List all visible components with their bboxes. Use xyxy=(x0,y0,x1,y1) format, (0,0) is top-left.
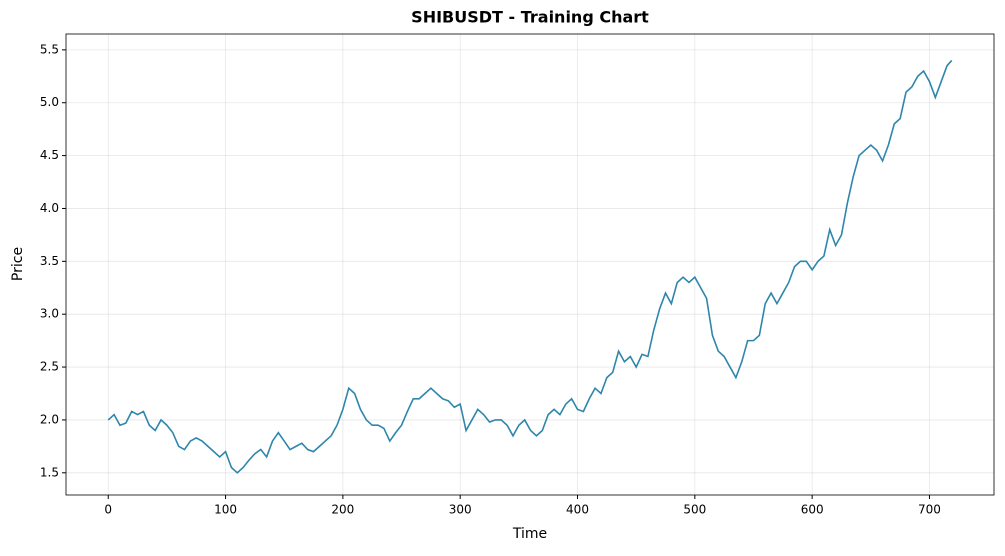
y-axis-label: Price xyxy=(10,247,26,281)
y-tick-label: 5.5 xyxy=(40,42,59,56)
y-tick-label: 3.0 xyxy=(40,307,59,321)
y-tick-label: 5.0 xyxy=(40,95,59,109)
x-axis-label: Time xyxy=(512,526,547,542)
y-tick-label: 2.5 xyxy=(40,360,59,374)
x-tick-label: 600 xyxy=(801,503,824,517)
x-tick-label: 700 xyxy=(918,503,941,517)
x-tick-label: 300 xyxy=(449,503,472,517)
y-tick-label: 3.5 xyxy=(40,254,59,268)
y-tick-label: 4.5 xyxy=(40,148,59,162)
x-tick-label: 100 xyxy=(214,503,237,517)
x-tick-label: 400 xyxy=(566,503,589,517)
x-tick-label: 200 xyxy=(331,503,354,517)
x-tick-label: 0 xyxy=(104,503,112,517)
x-tick-label: 500 xyxy=(683,503,706,517)
y-tick-label: 2.0 xyxy=(40,412,59,426)
price-line xyxy=(107,59,953,474)
y-tick-label: 1.5 xyxy=(40,465,59,479)
plot-frame xyxy=(65,33,995,496)
y-tick-label: 4.0 xyxy=(40,201,59,215)
chart-title: SHIBUSDT - Training Chart xyxy=(411,8,649,27)
